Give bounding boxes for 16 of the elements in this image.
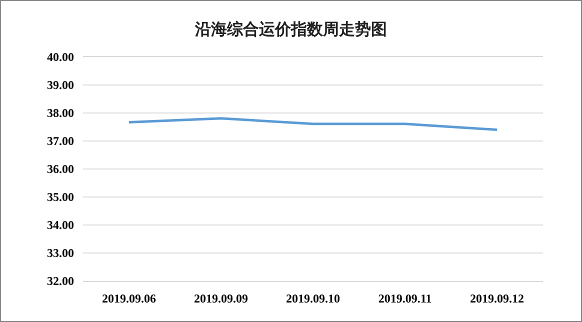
- y-tick-label: 32.00: [47, 274, 74, 288]
- line-series: [128, 117, 498, 132]
- y-tick-label: 34.00: [47, 218, 74, 232]
- chart-title: 沿海综合运价指数周走势图: [194, 20, 387, 39]
- y-tick-label: 36.00: [47, 162, 74, 176]
- y-tick-label: 39.00: [47, 78, 74, 92]
- x-tick-label: 2019.09.09: [194, 291, 248, 306]
- y-tick-label: 38.00: [47, 106, 74, 120]
- y-tick-label: 33.00: [47, 246, 74, 260]
- y-tick-label: 37.00: [47, 134, 74, 148]
- y-tick-label: 40.00: [47, 50, 74, 64]
- x-tick-label: 2019.09.10: [286, 291, 340, 306]
- x-tick-label: 2019.09.11: [378, 291, 432, 306]
- x-tick-label: 2019.09.06: [102, 291, 156, 306]
- y-tick-label: 35.00: [47, 190, 74, 204]
- x-tick-label: 2019.09.12: [470, 291, 524, 306]
